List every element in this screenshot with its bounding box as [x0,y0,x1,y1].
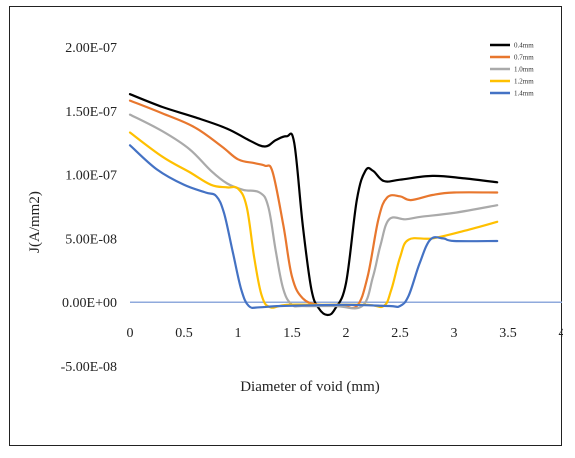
legend-label-0.4mm: 0.4mm [514,42,534,50]
x-tick-label: 4 [559,326,564,341]
series-line-1.2mm [128,131,499,309]
x-tick-label: 1.5 [283,326,301,341]
y-tick-label: 1.00E-07 [65,169,117,184]
x-tick-label: 3 [451,326,458,341]
x-tick-label: 2.5 [391,326,409,341]
legend: 0.4mm 0.7mm 1.0mm 1.2mm 1.4mm [490,42,534,98]
x-tick-label: 0 [127,326,134,341]
legend-label-0.7mm: 0.7mm [514,54,534,62]
y-tick-label: 0.00E+00 [62,296,117,311]
legend-label-1.0mm: 1.0mm [514,66,534,74]
y-tick-label: -5.00E-08 [61,360,117,375]
y-tick-label: 2.00E-07 [65,41,117,56]
y-axis-title: J(A/mm2) [27,191,43,253]
series-line-0.4mm [128,93,499,317]
y-tick-label: 1.50E-07 [65,105,117,120]
chart-frame: 0 0.5 1 1.5 2 2.5 3 3.5 4 -5.00E-08 0.00E+00 5.00E… [9,6,564,446]
legend-label-1.4mm: 1.4mm [514,90,534,98]
x-tick-label: 0.5 [175,326,193,341]
series-line-1.0mm [128,113,499,310]
x-tick-label: 2 [343,326,350,341]
legend-label-1.2mm: 1.2mm [514,78,534,86]
series-line-1.4mm [128,144,499,309]
series-line-0.7mm [128,99,499,310]
x-axis-title: Diameter of void (mm) [240,379,380,395]
line-chart: 0 0.5 1 1.5 2 2.5 3 3.5 4 -5.00E-08 0.00E+00 5.00E… [27,41,564,395]
x-tick-label: 1 [235,326,242,341]
x-tick-label: 3.5 [499,326,517,341]
y-tick-label: 5.00E-08 [65,232,117,247]
